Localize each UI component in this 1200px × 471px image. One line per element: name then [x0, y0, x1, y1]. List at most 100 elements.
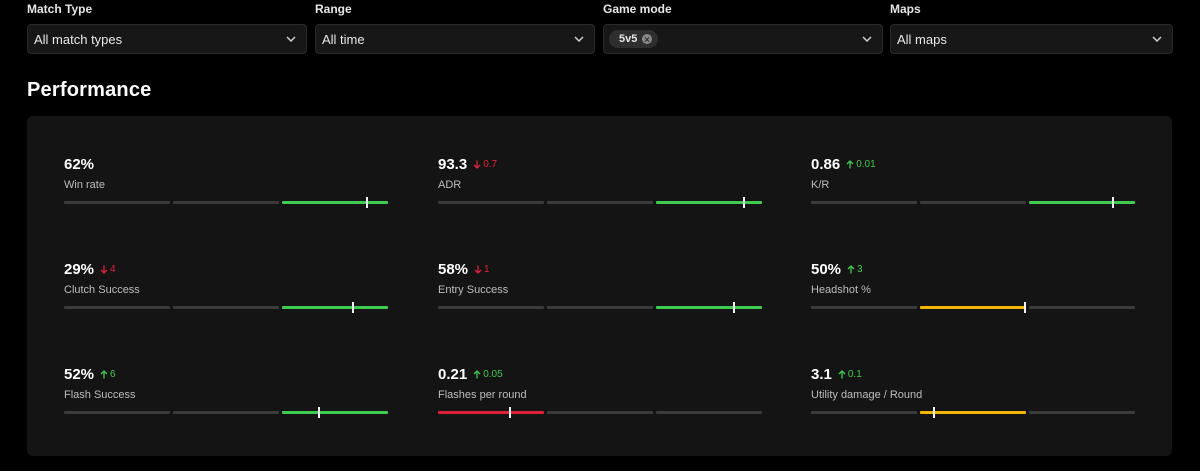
stat-delta: 0.01 — [846, 159, 876, 170]
stat-label: Flash Success — [64, 389, 136, 401]
bar-marker — [1112, 197, 1114, 208]
bar-segment — [173, 411, 279, 414]
stat-card-headshot: 50% 3 Headshot % — [811, 261, 1135, 321]
bar-segment — [64, 201, 170, 204]
filter-bar: Match Type All match types Range All tim… — [27, 0, 1173, 60]
stat-rating-bar — [438, 197, 762, 208]
bar-segment — [64, 306, 170, 309]
bar-segment — [547, 411, 653, 414]
stat-value: 52% — [64, 366, 95, 383]
bar-segment — [547, 306, 653, 309]
stat-header: 62% — [64, 156, 94, 173]
stat-value: 0.21 — [438, 366, 468, 383]
stat-rating-bar — [438, 407, 762, 418]
stat-header: 0.86 0.01 — [811, 156, 876, 173]
filter-label-match-type: Match Type — [27, 2, 93, 16]
match-type-select[interactable]: All match types — [27, 24, 307, 54]
bar-segment — [282, 201, 388, 204]
game-mode-chip-label: 5v5 — [619, 33, 638, 45]
stat-header: 0.21 0.05 — [438, 366, 503, 383]
arrow-up-icon — [100, 370, 108, 379]
arrow-up-icon — [838, 370, 846, 379]
stat-delta: 4 — [100, 264, 116, 275]
stat-delta-value: 4 — [110, 264, 116, 275]
bar-marker — [352, 302, 354, 313]
bar-segment — [656, 201, 762, 204]
bar-segment — [811, 201, 917, 204]
bar-segment — [282, 411, 388, 414]
stat-card-flash-success: 52% 6 Flash Success — [64, 366, 388, 426]
game-mode-select[interactable]: 5v5 — [603, 24, 883, 54]
stat-header: 29% 4 — [64, 261, 116, 278]
range-select[interactable]: All time — [315, 24, 595, 54]
stat-delta: 6 — [100, 369, 116, 380]
stat-value: 50% — [811, 261, 842, 278]
bar-marker — [733, 302, 735, 313]
bar-segment — [438, 411, 544, 414]
bar-segment — [438, 201, 544, 204]
stat-value: 62% — [64, 156, 95, 173]
stat-rating-bar — [811, 197, 1135, 208]
stat-delta-value: 1 — [484, 264, 490, 275]
stat-card-k-r: 0.86 0.01 K/R — [811, 156, 1135, 216]
stat-card-flashes-per-round: 0.21 0.05 Flashes per round — [438, 366, 762, 426]
range-value: All time — [322, 32, 365, 47]
stat-label: Headshot % — [811, 284, 871, 296]
chevron-down-icon — [574, 36, 584, 43]
stat-rating-bar — [64, 197, 388, 208]
bar-segment — [1029, 411, 1135, 414]
stat-header: 50% 3 — [811, 261, 863, 278]
bar-segment — [656, 306, 762, 309]
game-mode-chip: 5v5 — [609, 30, 659, 48]
bar-marker — [1024, 302, 1026, 313]
arrow-up-icon — [473, 370, 481, 379]
bar-segment — [547, 201, 653, 204]
performance-panel: 62% Win rate 93.3 0.7 ADR 0.86 0.01 K/R 29% 4 Clut… — [27, 116, 1172, 456]
bar-segment — [656, 411, 762, 414]
arrow-up-icon — [847, 265, 855, 274]
stat-card-clutch-success: 29% 4 Clutch Success — [64, 261, 388, 321]
bar-segment — [811, 411, 917, 414]
bar-marker — [318, 407, 320, 418]
bar-segment — [920, 306, 1026, 309]
stat-value: 0.86 — [811, 156, 841, 173]
stat-header: 52% 6 — [64, 366, 116, 383]
stat-card-utility-damage-round: 3.1 0.1 Utility damage / Round — [811, 366, 1135, 426]
stat-card-entry-success: 58% 1 Entry Success — [438, 261, 762, 321]
bar-segment — [173, 201, 279, 204]
bar-segment — [920, 201, 1026, 204]
stat-card-win-rate: 62% Win rate — [64, 156, 388, 216]
stat-delta-value: 0.01 — [856, 159, 876, 170]
stat-value: 58% — [438, 261, 469, 278]
bar-segment — [811, 306, 917, 309]
bar-marker — [933, 407, 935, 418]
stat-header: 58% 1 — [438, 261, 490, 278]
bar-segment — [173, 306, 279, 309]
bar-segment — [64, 411, 170, 414]
bar-segment — [282, 306, 388, 309]
chevron-down-icon — [1152, 36, 1162, 43]
stat-delta: 3 — [847, 264, 863, 275]
stat-header: 93.3 0.7 — [438, 156, 497, 173]
stat-delta: 0.7 — [473, 159, 497, 170]
arrow-down-icon — [100, 265, 108, 274]
bar-marker — [509, 407, 511, 418]
arrow-up-icon — [846, 160, 854, 169]
stat-rating-bar — [811, 407, 1135, 418]
filter-label-maps: Maps — [890, 2, 921, 16]
filter-label-range: Range — [315, 2, 352, 16]
bar-marker — [366, 197, 368, 208]
stat-label: ADR — [438, 179, 462, 191]
stat-value: 3.1 — [811, 366, 832, 383]
stat-label: Flashes per round — [438, 389, 527, 401]
arrow-down-icon — [474, 265, 482, 274]
arrow-down-icon — [473, 160, 481, 169]
stat-rating-bar — [811, 302, 1135, 313]
bar-segment — [1029, 201, 1135, 204]
chevron-down-icon — [286, 36, 296, 43]
stat-delta-value: 0.1 — [847, 369, 862, 380]
stat-card-adr: 93.3 0.7 ADR — [438, 156, 762, 216]
chevron-down-icon — [862, 36, 872, 43]
maps-select[interactable]: All maps — [890, 24, 1173, 54]
remove-chip-icon[interactable] — [642, 34, 653, 44]
